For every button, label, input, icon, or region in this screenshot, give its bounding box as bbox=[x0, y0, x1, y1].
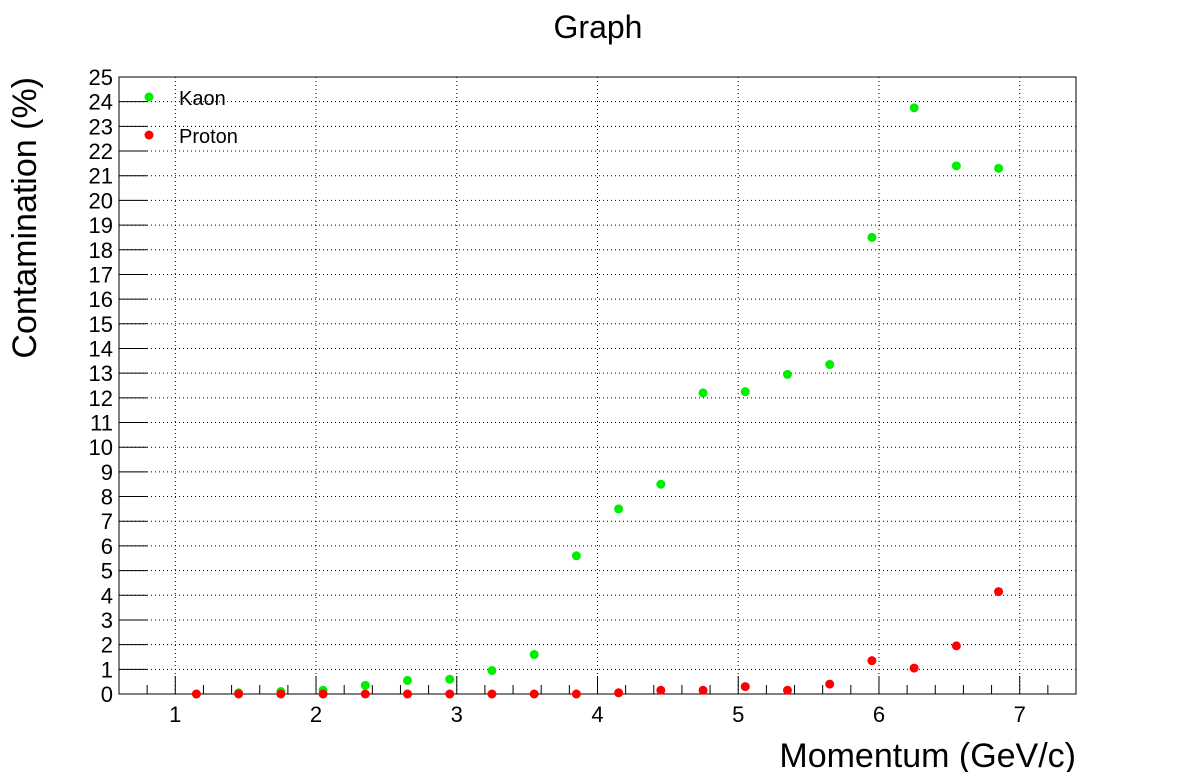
data-point-proton bbox=[740, 682, 750, 692]
data-point-kaon bbox=[740, 387, 750, 397]
data-point-kaon bbox=[403, 675, 413, 685]
data-point-proton bbox=[276, 689, 286, 699]
data-point-proton bbox=[782, 685, 792, 695]
data-point-proton bbox=[234, 689, 244, 699]
y-tick-label: 15 bbox=[89, 312, 113, 337]
data-point-kaon bbox=[360, 680, 370, 690]
y-tick-label: 6 bbox=[101, 534, 113, 559]
y-tick-label: 8 bbox=[101, 485, 113, 510]
y-tick-label: 14 bbox=[89, 336, 113, 361]
data-point-kaon bbox=[909, 103, 919, 113]
x-tick-label: 7 bbox=[1014, 702, 1026, 727]
y-tick-label: 23 bbox=[89, 114, 113, 139]
data-point-proton bbox=[867, 656, 877, 666]
y-tick-label: 25 bbox=[89, 65, 113, 90]
data-point-proton bbox=[571, 689, 581, 699]
series-proton bbox=[191, 587, 1004, 699]
data-point-proton bbox=[403, 689, 413, 699]
data-point-kaon bbox=[571, 551, 581, 561]
y-tick-label: 20 bbox=[89, 188, 113, 213]
y-tick-label: 24 bbox=[89, 90, 113, 115]
y-tick-label: 10 bbox=[89, 435, 113, 460]
data-point-proton bbox=[698, 685, 708, 695]
data-points bbox=[191, 103, 1004, 699]
chart-title: Graph bbox=[554, 9, 643, 45]
data-point-kaon bbox=[825, 360, 835, 370]
data-point-proton bbox=[318, 689, 328, 699]
legend-marker-proton bbox=[144, 130, 154, 140]
y-tick-label: 2 bbox=[101, 633, 113, 658]
y-tick-label: 4 bbox=[101, 583, 113, 608]
grid bbox=[119, 77, 1076, 694]
legend: Kaon Proton bbox=[144, 88, 238, 148]
x-tick-label: 5 bbox=[732, 702, 744, 727]
data-point-kaon bbox=[656, 479, 666, 489]
y-tick-label: 5 bbox=[101, 559, 113, 584]
y-tick-label: 13 bbox=[89, 361, 113, 386]
x-tick-label: 1 bbox=[169, 702, 181, 727]
x-axis-title: Momentum (GeV/c) bbox=[779, 737, 1076, 772]
data-point-kaon bbox=[867, 232, 877, 242]
data-point-proton bbox=[487, 689, 497, 699]
y-tick-label: 16 bbox=[89, 287, 113, 312]
data-point-kaon bbox=[487, 666, 497, 676]
y-tick-label: 9 bbox=[101, 460, 113, 485]
data-point-proton bbox=[529, 689, 539, 699]
y-tick-label: 11 bbox=[90, 411, 113, 436]
y-tick-label: 19 bbox=[89, 213, 113, 238]
axis-ticks: 1 2 3 4 5 6 7012345678910111213141516171819202… bbox=[89, 65, 1077, 727]
data-point-proton bbox=[994, 587, 1004, 597]
y-tick-label: 21 bbox=[89, 164, 113, 189]
y-tick-label: 3 bbox=[101, 608, 113, 633]
data-point-kaon bbox=[614, 504, 624, 514]
data-point-proton bbox=[360, 689, 370, 699]
data-point-proton bbox=[909, 663, 919, 673]
x-tick-label: 2 bbox=[310, 702, 322, 727]
y-tick-label: 22 bbox=[89, 139, 113, 164]
x-tick-label: 3 bbox=[451, 702, 463, 727]
data-point-kaon bbox=[698, 388, 708, 398]
legend-marker-kaon bbox=[144, 92, 154, 102]
y-tick-label: 18 bbox=[89, 238, 113, 263]
data-point-kaon bbox=[994, 163, 1004, 173]
data-point-proton bbox=[614, 688, 624, 698]
y-tick-label: 12 bbox=[89, 386, 113, 411]
y-axis-title: Contamination (%) bbox=[6, 77, 44, 359]
y-tick-label: 1 bbox=[101, 657, 113, 682]
data-point-proton bbox=[825, 679, 835, 689]
data-point-kaon bbox=[782, 369, 792, 379]
y-tick-label: 17 bbox=[89, 262, 113, 287]
y-tick-label: 7 bbox=[101, 509, 113, 534]
legend-label-proton: Proton bbox=[179, 126, 238, 148]
data-point-proton bbox=[191, 689, 201, 699]
y-tick-label: 0 bbox=[101, 682, 113, 707]
legend-label-kaon: Kaon bbox=[179, 88, 226, 110]
data-point-kaon bbox=[445, 674, 455, 684]
data-point-proton bbox=[951, 641, 961, 651]
data-point-proton bbox=[445, 689, 455, 699]
data-point-kaon bbox=[529, 650, 539, 660]
x-tick-label: 4 bbox=[591, 702, 603, 727]
x-tick-label: 6 bbox=[873, 702, 885, 727]
data-point-proton bbox=[656, 685, 666, 695]
data-point-kaon bbox=[951, 161, 961, 171]
